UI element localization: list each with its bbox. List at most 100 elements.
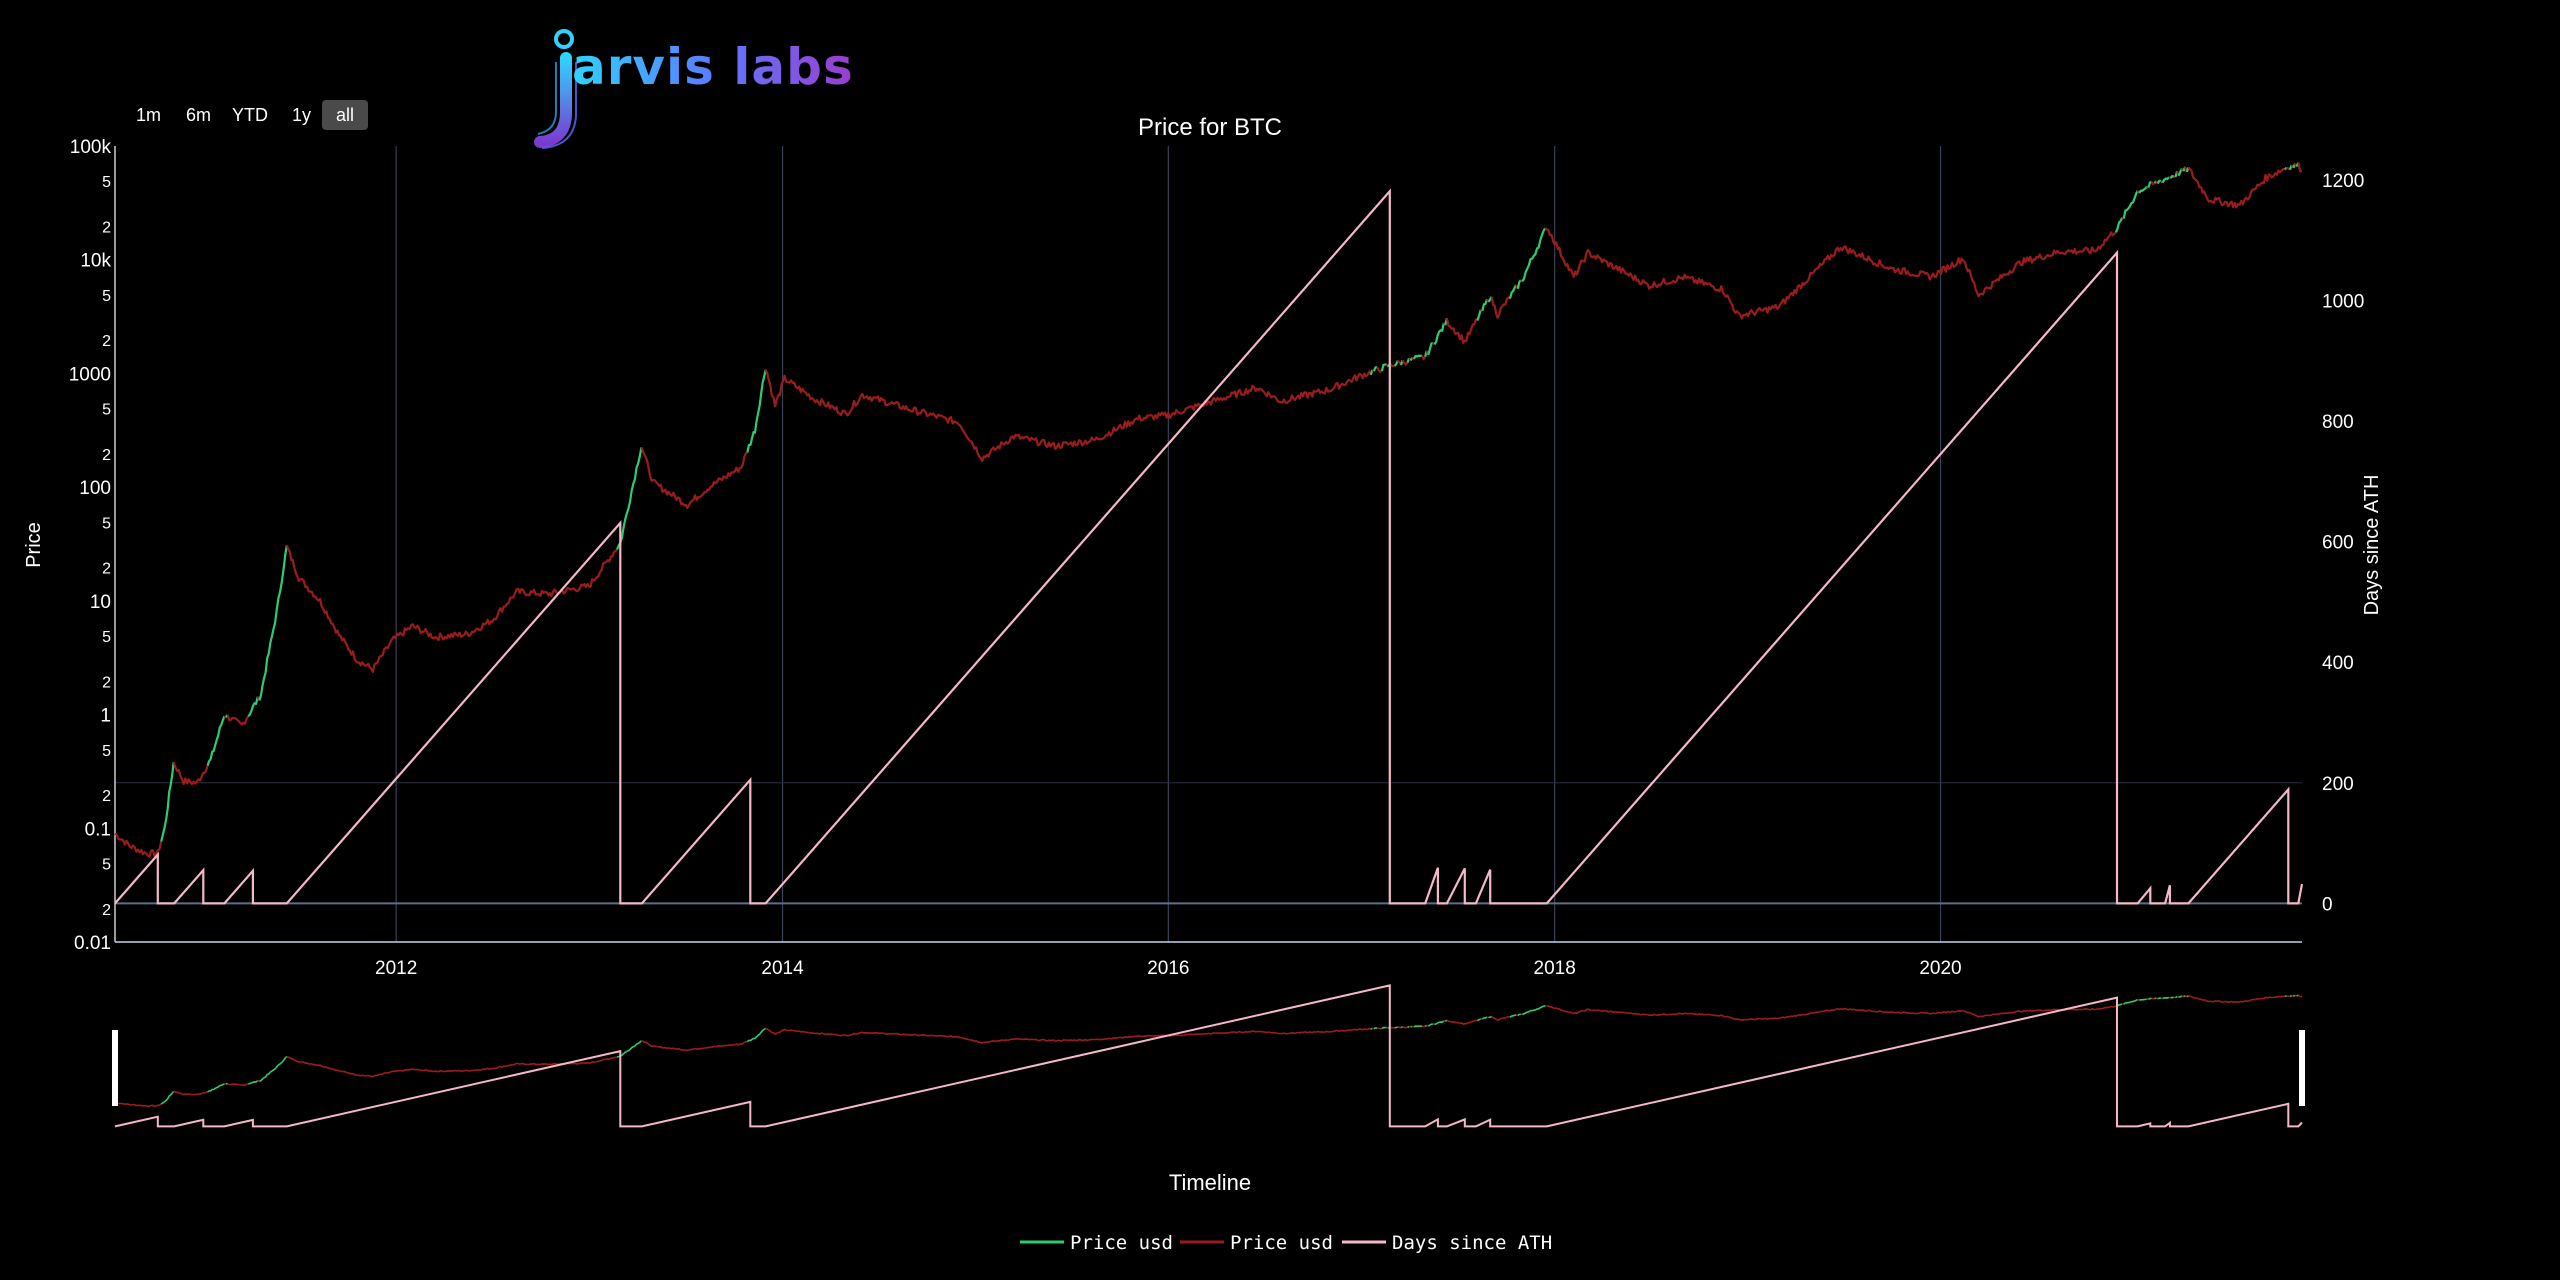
y-tick-label: 10 bbox=[90, 592, 111, 613]
nav-price-falling-segment-48 bbox=[1515, 1014, 1519, 1017]
price-falling-segment-14 bbox=[764, 369, 1372, 462]
nav-price-falling-segment-70 bbox=[2176, 995, 2180, 999]
nav-days-line bbox=[114, 984, 2303, 1128]
nav-price-rising-segment-25 bbox=[1400, 1026, 1403, 1029]
nav-price-falling-segment-26 bbox=[1402, 1026, 1408, 1029]
price-rising-segment-37 bbox=[1433, 322, 1445, 345]
price-rising-segment-9 bbox=[258, 545, 288, 701]
nav-price-rising-segment-13 bbox=[746, 1027, 767, 1043]
nav-price-falling-segment-76 bbox=[2188, 995, 2286, 1004]
nav-price-falling-segment-74 bbox=[2184, 995, 2188, 998]
x-tick-label: 2016 bbox=[1147, 958, 1189, 979]
price-rising-segment-77 bbox=[2284, 166, 2288, 171]
y-tick-label: 5 bbox=[102, 629, 111, 646]
nav-price-rising-segment-9 bbox=[258, 1055, 288, 1083]
nav-right-handle[interactable] bbox=[2299, 1030, 2305, 1106]
nav-price-rising-segment-37 bbox=[1434, 1020, 1445, 1026]
axes: 2012 2014 2016 2018 2020100k5210k52100052100… bbox=[69, 137, 2365, 979]
price-falling-segment-60 bbox=[2150, 181, 2156, 186]
price-falling-segment-6 bbox=[226, 714, 250, 726]
price-falling-segment-0 bbox=[114, 832, 163, 858]
y2-tick-label: 400 bbox=[2322, 653, 2354, 674]
range-navigator[interactable] bbox=[112, 984, 2305, 1128]
price-rising-segment-67 bbox=[2169, 174, 2175, 179]
nav-price-rising-segment-75 bbox=[2186, 995, 2189, 998]
price-falling-segment-26 bbox=[1401, 359, 1409, 366]
nav-price-falling-segment-12 bbox=[641, 1040, 748, 1052]
nav-price-falling-segment-6 bbox=[227, 1082, 249, 1086]
nav-price-rising-segment-17 bbox=[1373, 1027, 1378, 1030]
y-tick-label: 100k bbox=[70, 137, 112, 158]
legend-item[interactable]: Days since ATH bbox=[1392, 1232, 1552, 1254]
nav-price-rising-segment-69 bbox=[2175, 995, 2178, 999]
price-falling-segment-46 bbox=[1490, 296, 1511, 319]
nav-price-falling-segment-84 bbox=[2297, 994, 2302, 998]
y-tick-label: 2 bbox=[102, 788, 111, 805]
nav-price-falling-segment-40 bbox=[1446, 1019, 1478, 1025]
price-rising-segment-19 bbox=[1380, 363, 1387, 372]
y-tick-label: 0.1 bbox=[85, 819, 111, 840]
range-button-ytd[interactable]: YTD bbox=[232, 105, 268, 125]
nav-price-rising-segment-41 bbox=[1477, 1018, 1482, 1022]
price-rising-segment-47 bbox=[1508, 284, 1518, 299]
y-tick-label: 5 bbox=[102, 174, 111, 191]
days-since-ath-line bbox=[114, 188, 2304, 905]
range-button-1y[interactable]: 1y bbox=[292, 105, 312, 125]
legend-item[interactable]: Price usd bbox=[1070, 1232, 1173, 1254]
y-tick-label: 1 bbox=[100, 706, 111, 727]
price-rising-segment-53 bbox=[2114, 217, 2124, 233]
nav-price-falling-segment-14 bbox=[765, 1027, 1372, 1044]
nav-price-rising-segment-65 bbox=[2162, 996, 2170, 1000]
y-tick-label: 2 bbox=[102, 219, 111, 236]
y2-tick-label: 0 bbox=[2322, 894, 2333, 915]
nav-price-falling-segment-2 bbox=[173, 1090, 208, 1096]
nav-price-falling-segment-52 bbox=[1545, 1005, 2117, 1022]
nav-price-rising-segment-57 bbox=[2139, 998, 2148, 1001]
price-rising-segment-59 bbox=[2147, 180, 2152, 188]
nav-price-rising-segment-7 bbox=[248, 1080, 259, 1085]
nav-price-falling-segment-8 bbox=[257, 1079, 260, 1083]
range-button-1m[interactable]: 1m bbox=[136, 105, 162, 125]
legend-item[interactable]: Price usd bbox=[1230, 1232, 1333, 1254]
chart-title: Price for BTC bbox=[1138, 114, 1282, 141]
nav-price-falling-segment-10 bbox=[286, 1055, 618, 1078]
price-rising-segment-17 bbox=[1372, 366, 1378, 372]
y-tick-label: 5 bbox=[102, 288, 111, 305]
price-falling-segment-84 bbox=[2297, 162, 2303, 173]
range-button-6m[interactable]: 6m bbox=[186, 105, 212, 125]
y-tick-label: 2 bbox=[102, 447, 111, 464]
y-tick-label: 5 bbox=[102, 743, 111, 760]
nav-price-rising-segment-79 bbox=[2289, 994, 2292, 998]
nav-price-falling-segment-32 bbox=[1421, 1025, 1426, 1028]
nav-price-rising-segment-3 bbox=[207, 1083, 225, 1093]
x-tick-label: 2020 bbox=[1919, 958, 1961, 979]
nav-price-rising-segment-39 bbox=[1444, 1019, 1448, 1022]
nav-price-rising-segment-23 bbox=[1394, 1026, 1399, 1029]
jarvis-logo-mark bbox=[534, 29, 577, 149]
price-falling-segment-12 bbox=[640, 446, 748, 509]
price-rising-segment-51 bbox=[1521, 227, 1547, 282]
nav-left-handle[interactable] bbox=[112, 1030, 118, 1106]
price-rising-segment-23 bbox=[1393, 360, 1399, 367]
nav-price-rising-segment-35 bbox=[1427, 1023, 1433, 1027]
nav-price-rising-segment-1 bbox=[160, 1090, 175, 1105]
price-falling-segment-40 bbox=[1445, 317, 1479, 344]
y-axis-title: Price bbox=[23, 522, 45, 568]
price-rising-segment-55 bbox=[2122, 190, 2139, 219]
x-tick-label: 2014 bbox=[761, 958, 804, 979]
range-button-all[interactable]: all bbox=[322, 100, 369, 130]
y-tick-label: 5 bbox=[102, 515, 111, 532]
jarvis-labs-logo: arvis labs bbox=[572, 38, 854, 96]
nav-price-falling-segment-34 bbox=[1426, 1024, 1429, 1027]
price-rising-segment-3 bbox=[206, 715, 226, 766]
y2-tick-label: 200 bbox=[2322, 774, 2354, 795]
price-falling-segment-76 bbox=[2187, 166, 2286, 209]
price-rising-segment-31 bbox=[1412, 354, 1423, 360]
y2-tick-label: 600 bbox=[2322, 533, 2354, 554]
y-tick-label: 2 bbox=[102, 674, 111, 691]
price-falling-segment-10 bbox=[285, 544, 618, 674]
nav-price-rising-segment-71 bbox=[2178, 995, 2183, 999]
nav-price-falling-segment-0 bbox=[114, 1101, 162, 1108]
price-rising-segment-65 bbox=[2161, 176, 2170, 184]
nav-price-falling-segment-24 bbox=[1397, 1026, 1402, 1029]
